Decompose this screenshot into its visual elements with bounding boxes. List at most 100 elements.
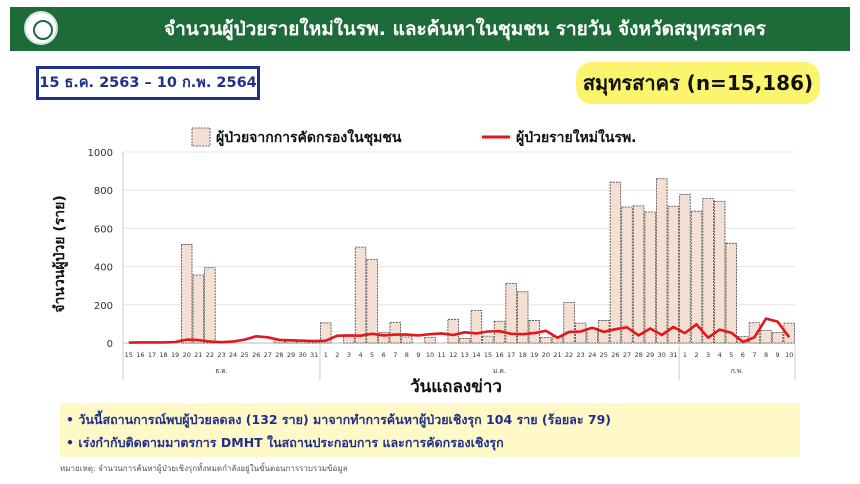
bar-6 <box>377 332 390 344</box>
x-tick-label: 23 <box>217 351 225 359</box>
bar-20 <box>181 244 193 344</box>
x-tick-label: 17 <box>148 351 156 359</box>
x-tick-label: 3 <box>706 351 710 359</box>
x-tick-label: 24 <box>229 351 237 359</box>
x-tick-label: 16 <box>495 351 503 359</box>
legend-label-community: ผู้ป่วยจากการคัดกรองในชุมชน <box>216 128 402 146</box>
x-tick-label: 15 <box>125 351 133 359</box>
note-1: • วันนี้สถานการณ์พบผู้ป่วยลดลง (132 ราย)… <box>66 412 611 427</box>
bar-1 <box>320 322 332 344</box>
bar-27 <box>621 206 633 344</box>
x-tick-label: 14 <box>472 351 480 359</box>
bar-5 <box>366 258 378 344</box>
x-tick-label: 15 <box>484 351 492 359</box>
x-tick-labels: 15 16 17 18 19 20 21 22 23 24 25 26 27 28 29 30 31 1 2 3 4 5 6… <box>125 351 794 359</box>
x-tick-label: 31 <box>669 351 677 359</box>
x-tick-label: 29 <box>287 351 295 359</box>
legend-bar-swatch <box>191 127 211 147</box>
x-tick-label: 31 <box>310 351 318 359</box>
x-tick-label: 1 <box>324 351 328 359</box>
total-cases-badge: สมุทรสาคร (n=15,186) <box>576 62 820 104</box>
bar-22 <box>563 302 575 344</box>
bar-9 <box>771 332 784 344</box>
bar-8 <box>760 329 772 344</box>
bar-13 <box>459 338 471 344</box>
x-tick-label: 2 <box>694 351 698 359</box>
y-tick-label: 0 <box>107 339 113 350</box>
x-tick-label: 27 <box>264 351 272 359</box>
x-tick-label: 17 <box>507 351 515 359</box>
bar-24 <box>586 327 598 344</box>
x-tick-label: 3 <box>347 351 351 359</box>
bar-3 <box>702 198 714 344</box>
x-tick-label: 1 <box>683 351 687 359</box>
bar-21 <box>192 274 205 344</box>
bar-14 <box>470 310 483 344</box>
x-tick-label: 18 <box>159 351 167 359</box>
x-tick-label: 30 <box>658 351 666 359</box>
bar-8 <box>401 336 413 344</box>
y-tick-label: 600 <box>94 224 113 235</box>
x-tick-label: 7 <box>393 351 397 359</box>
footnote: หมายเหตุ: จำนวนการค้นหาผู้ป่วยเชิงรุกทั้… <box>60 464 348 473</box>
bar-5 <box>725 242 737 344</box>
x-tick-label: 23 <box>577 351 585 359</box>
x-tick-label: 5 <box>729 351 733 359</box>
x-tick-label: 18 <box>519 351 527 359</box>
month-group-labels: ธ.ค. ม.ค. ก.พ. <box>215 345 796 380</box>
page-title: จำนวนผู้ป่วยรายใหม่ในรพ. และค้นหาในชุมชน… <box>163 18 767 40</box>
month-label: ม.ค. <box>493 367 506 375</box>
notes-box: • วันนี้สถานการณ์พบผู้ป่วยลดลง (132 ราย)… <box>60 403 800 457</box>
bar-18 <box>517 291 529 344</box>
x-tick-label: 20 <box>183 351 191 359</box>
chart-legend: ผู้ป่วยจากการคัดกรองในชุมชน ผู้ป่วยรายใหม… <box>191 127 637 147</box>
bar-28 <box>273 339 286 344</box>
x-tick-label: 9 <box>416 351 420 359</box>
x-tick-label: 2 <box>335 351 339 359</box>
x-tick-label: 22 <box>206 351 214 359</box>
x-tick-label: 26 <box>611 351 619 359</box>
bar-1 <box>679 194 691 344</box>
month-label: ธ.ค. <box>215 367 227 375</box>
bar-15 <box>482 335 494 344</box>
bar-4 <box>354 246 367 344</box>
bar-31 <box>667 205 680 344</box>
x-tick-label: 25 <box>600 351 608 359</box>
bar-17 <box>505 283 517 344</box>
bar-7 <box>748 322 761 344</box>
y-tick-labels: 0 200 400 600 800 1000 <box>88 148 113 350</box>
bar-10 <box>424 337 436 344</box>
x-tick-label: 19 <box>530 351 538 359</box>
x-tick-label: 25 <box>241 351 249 359</box>
x-tick-label: 20 <box>542 351 550 359</box>
bar-26 <box>609 181 622 344</box>
note-2: • เร่งกำกับติดตามมาตรการ DMHT ในสถานประก… <box>66 435 504 450</box>
x-tick-label: 28 <box>634 351 642 359</box>
bar-4 <box>713 200 726 344</box>
x-tick-label: 29 <box>646 351 654 359</box>
bar-10 <box>783 322 795 344</box>
header-banner <box>10 7 850 51</box>
bar-28 <box>632 205 645 344</box>
x-tick-label: 6 <box>741 351 745 359</box>
y-tick-label: 800 <box>94 186 113 197</box>
x-tick-label: 21 <box>194 351 202 359</box>
x-tick-label: 6 <box>382 351 386 359</box>
x-tick-label: 19 <box>171 351 179 359</box>
x-tick-label: 30 <box>298 351 306 359</box>
x-tick-label: 27 <box>623 351 631 359</box>
x-tick-label: 7 <box>752 351 756 359</box>
bar-12 <box>447 318 459 344</box>
x-tick-label: 16 <box>136 351 144 359</box>
bar-21 <box>551 336 564 344</box>
y-tick-label: 200 <box>94 301 113 312</box>
x-tick-label: 10 <box>785 351 793 359</box>
period-label: 15 ธ.ค. 2563 – 10 ก.พ. 2564 <box>36 66 260 100</box>
x-tick-label: 9 <box>776 351 780 359</box>
y-axis-label: จำนวนผู้ป่วย (ราย) <box>52 195 68 312</box>
x-tick-label: 8 <box>764 351 768 359</box>
x-tick-label: 4 <box>718 351 722 359</box>
x-tick-label: 4 <box>358 351 362 359</box>
x-tick-label: 13 <box>461 351 469 359</box>
